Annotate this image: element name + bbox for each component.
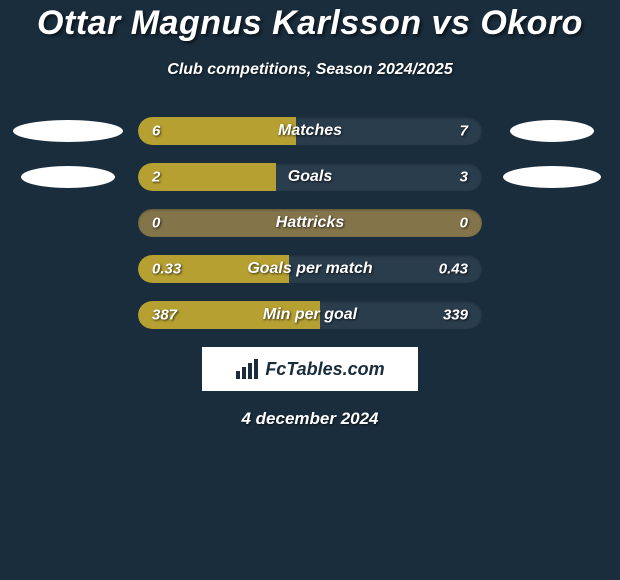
player-right-avatar xyxy=(492,117,612,145)
stat-value-right: 3 xyxy=(460,169,468,186)
spacer xyxy=(492,301,612,329)
stat-label: Goals xyxy=(288,168,332,186)
spacer xyxy=(492,255,612,283)
stat-value-left: 6 xyxy=(152,123,160,140)
spacer xyxy=(8,301,128,329)
stat-label: Hattricks xyxy=(276,214,344,232)
stat-value-right: 339 xyxy=(443,307,468,324)
stat-value-left: 0 xyxy=(152,215,160,232)
stat-bar: 0.33 Goals per match 0.43 xyxy=(138,255,482,283)
stat-label: Goals per match xyxy=(247,260,372,278)
brand-text: FcTables.com xyxy=(265,359,384,380)
player-left-avatar xyxy=(8,117,128,145)
stat-row: 0.33 Goals per match 0.43 xyxy=(0,255,620,283)
avatar-ellipse xyxy=(13,120,123,142)
brand-badge: FcTables.com xyxy=(202,347,418,391)
stat-row: 0 Hattricks 0 xyxy=(0,209,620,237)
stat-bar: 2 Goals 3 xyxy=(138,163,482,191)
avatar-ellipse xyxy=(21,166,115,188)
spacer xyxy=(8,209,128,237)
stat-bar: 387 Min per goal 339 xyxy=(138,301,482,329)
stat-value-right: 0 xyxy=(460,215,468,232)
stats-chart: 6 Matches 7 2 Goals 3 xyxy=(0,117,620,329)
spacer xyxy=(492,209,612,237)
stat-bar: 0 Hattricks 0 xyxy=(138,209,482,237)
stat-value-left: 387 xyxy=(152,307,177,324)
stat-value-right: 7 xyxy=(460,123,468,140)
stat-bar: 6 Matches 7 xyxy=(138,117,482,145)
comparison-card: Ottar Magnus Karlsson vs Okoro Club comp… xyxy=(0,0,620,429)
bar-fill xyxy=(138,117,296,145)
stat-row: 6 Matches 7 xyxy=(0,117,620,145)
stat-row: 387 Min per goal 339 xyxy=(0,301,620,329)
stat-row: 2 Goals 3 xyxy=(0,163,620,191)
stat-label: Min per goal xyxy=(263,306,357,324)
page-title: Ottar Magnus Karlsson vs Okoro xyxy=(0,4,620,43)
snapshot-date: 4 december 2024 xyxy=(0,409,620,429)
stat-value-right: 0.43 xyxy=(439,261,468,278)
spacer xyxy=(8,255,128,283)
stat-value-left: 2 xyxy=(152,169,160,186)
subtitle: Club competitions, Season 2024/2025 xyxy=(0,61,620,79)
avatar-ellipse xyxy=(510,120,594,142)
bar-chart-icon xyxy=(235,359,259,379)
stat-value-left: 0.33 xyxy=(152,261,181,278)
avatar-ellipse xyxy=(503,166,601,188)
player-left-avatar xyxy=(8,163,128,191)
player-right-avatar xyxy=(492,163,612,191)
stat-label: Matches xyxy=(278,122,342,140)
